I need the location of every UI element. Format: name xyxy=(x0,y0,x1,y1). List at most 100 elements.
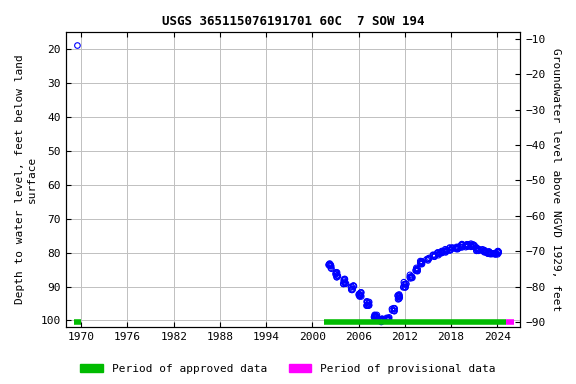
Point xyxy=(491,250,500,256)
Point xyxy=(395,295,404,301)
Point xyxy=(390,305,399,311)
Point xyxy=(339,279,348,285)
Point xyxy=(377,316,386,323)
Point xyxy=(467,241,476,247)
Point xyxy=(340,281,350,287)
Point xyxy=(377,318,386,324)
Point xyxy=(356,290,365,296)
Point xyxy=(405,274,414,280)
Point xyxy=(439,248,449,254)
Point xyxy=(401,284,410,290)
Point xyxy=(445,245,454,252)
Point xyxy=(393,293,403,299)
Point xyxy=(412,265,421,271)
Point xyxy=(482,249,491,255)
Point xyxy=(445,245,454,251)
Point xyxy=(481,248,490,254)
Point xyxy=(454,244,463,250)
Point xyxy=(394,294,403,300)
Point xyxy=(399,279,408,285)
Point xyxy=(370,312,379,318)
Point xyxy=(472,245,481,252)
Point xyxy=(441,248,450,254)
Point xyxy=(417,260,426,266)
Point xyxy=(377,316,386,323)
Point xyxy=(494,250,503,256)
Point xyxy=(463,243,472,250)
Point xyxy=(445,247,454,253)
Point xyxy=(457,242,467,248)
Point xyxy=(411,268,420,274)
Point xyxy=(430,254,439,260)
Point xyxy=(474,248,483,254)
Point xyxy=(395,292,404,298)
Point xyxy=(448,245,457,251)
Point xyxy=(390,306,399,312)
Point xyxy=(429,252,438,258)
Point xyxy=(378,317,387,323)
Point xyxy=(395,291,404,298)
Point xyxy=(434,251,444,257)
Point xyxy=(491,251,500,257)
Point xyxy=(493,248,502,254)
Point xyxy=(484,249,493,255)
Point xyxy=(355,291,364,298)
Point xyxy=(441,248,450,254)
Point xyxy=(382,315,391,321)
Point xyxy=(327,263,336,269)
Point xyxy=(347,286,357,293)
Point xyxy=(395,295,404,301)
Point xyxy=(407,273,416,280)
Point xyxy=(326,265,335,271)
Point xyxy=(395,293,404,299)
Point xyxy=(441,247,450,253)
Point xyxy=(416,258,425,264)
Point xyxy=(457,242,467,248)
Point xyxy=(347,287,357,293)
Point xyxy=(372,316,381,323)
Point xyxy=(411,267,420,273)
Point xyxy=(385,314,394,321)
Point xyxy=(463,242,472,248)
Point xyxy=(399,284,408,290)
Point xyxy=(401,281,411,287)
Point xyxy=(356,292,365,298)
Point xyxy=(425,255,434,261)
Point xyxy=(362,298,372,305)
Point xyxy=(340,280,349,286)
Point xyxy=(463,242,472,248)
Point xyxy=(437,249,446,255)
Point xyxy=(332,274,341,280)
Point xyxy=(376,316,385,322)
Point xyxy=(347,286,356,293)
Point xyxy=(457,244,467,250)
Point xyxy=(490,251,499,257)
Point xyxy=(339,276,348,282)
Point xyxy=(400,281,410,287)
Point xyxy=(399,284,408,290)
Point xyxy=(467,244,476,250)
Point xyxy=(413,266,422,272)
Point xyxy=(362,302,372,308)
Point xyxy=(372,314,381,320)
Point xyxy=(424,256,433,262)
Point xyxy=(484,248,494,255)
Point xyxy=(348,286,357,293)
Point xyxy=(458,241,467,247)
Point xyxy=(437,248,446,254)
Point xyxy=(355,293,364,300)
Point xyxy=(389,308,399,314)
Point xyxy=(364,300,373,306)
Point xyxy=(73,43,82,49)
Point xyxy=(441,246,450,252)
Point xyxy=(340,277,350,283)
Point xyxy=(453,245,463,252)
Point xyxy=(472,245,481,251)
Point xyxy=(492,251,501,257)
Point xyxy=(334,273,343,280)
Point xyxy=(400,281,409,288)
Point xyxy=(401,281,411,287)
Point xyxy=(395,296,404,302)
Point xyxy=(453,245,463,252)
Point xyxy=(378,316,387,322)
